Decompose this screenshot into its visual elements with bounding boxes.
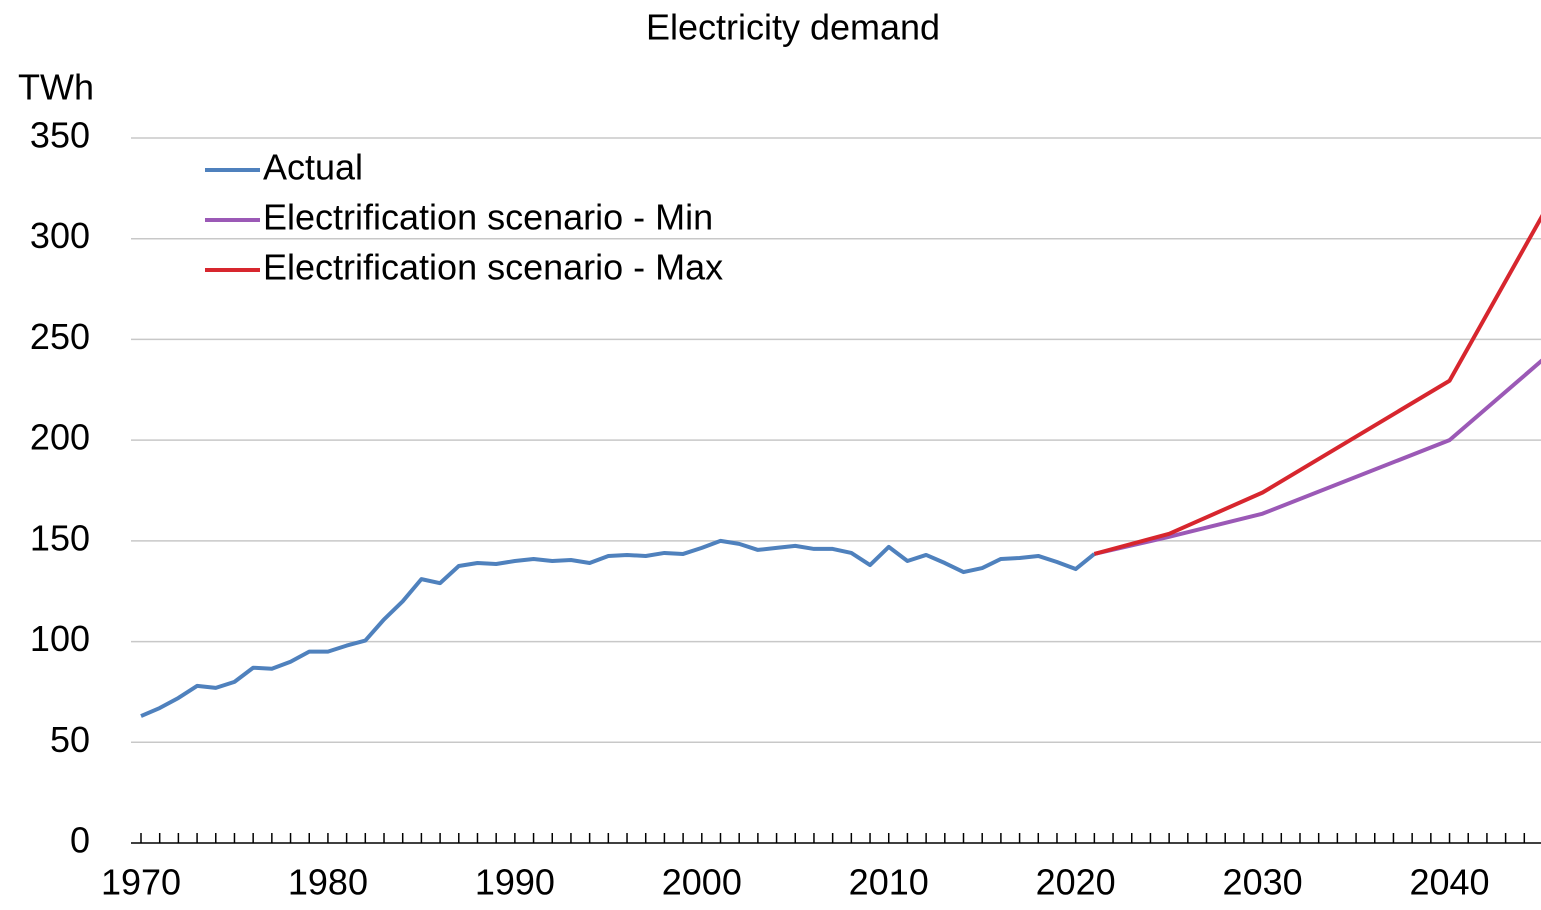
y-tick-label: 250 xyxy=(30,316,90,357)
x-tick-label: 2030 xyxy=(1223,862,1303,903)
legend-label: Actual xyxy=(263,147,363,188)
y-tick-label: 100 xyxy=(30,618,90,659)
y-tick-label: 0 xyxy=(70,820,90,861)
y-tick-label: 150 xyxy=(30,517,90,558)
data-line xyxy=(1093,214,1541,556)
x-tick-label: 1980 xyxy=(288,862,368,903)
legend-label: Electrification scenario - Max xyxy=(263,247,723,288)
x-tick-label: 2040 xyxy=(1409,862,1489,903)
y-tick-label: 50 xyxy=(50,719,90,760)
x-tick-label: 2010 xyxy=(849,862,929,903)
y-tick-label: 350 xyxy=(30,115,90,156)
x-tick-label: 1990 xyxy=(475,862,555,903)
y-tick-label: 300 xyxy=(30,215,90,256)
y-tick-label: 200 xyxy=(30,417,90,458)
data-line xyxy=(1093,358,1541,556)
chart-title: Electricity demand xyxy=(646,7,940,48)
data-line xyxy=(140,538,1096,718)
x-tick-label: 2020 xyxy=(1036,862,1116,903)
y-axis-label: TWh xyxy=(18,67,94,108)
x-tick-label: 1970 xyxy=(101,862,181,903)
legend-label: Electrification scenario - Min xyxy=(263,197,713,238)
x-tick-label: 2000 xyxy=(662,862,742,903)
